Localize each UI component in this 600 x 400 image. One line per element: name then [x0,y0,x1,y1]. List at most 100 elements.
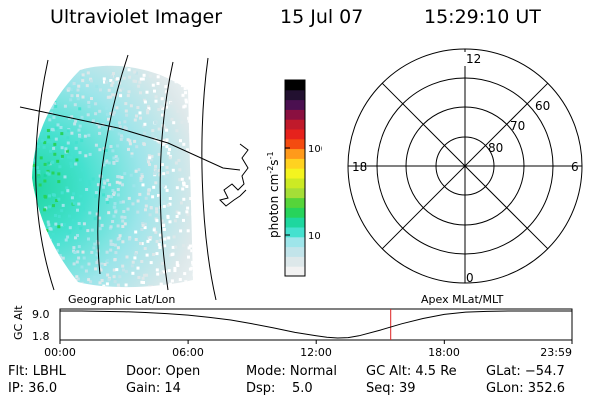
colorbar-swatch [285,129,305,140]
speckle [79,178,82,182]
speckle [117,255,121,259]
speckle [46,107,50,111]
speckle [54,126,58,130]
speckle [60,132,64,136]
speckle [146,109,150,112]
speckle [84,154,88,158]
info-glat: GLat: −54.7 [486,364,565,379]
speckle [96,183,100,187]
speckle [109,248,113,252]
speckle [78,107,82,111]
speckle [162,288,165,291]
speckle [114,251,118,255]
speckle [32,94,36,98]
speckle [124,109,128,113]
geo-meridian-1 [35,59,55,291]
speckle [43,179,47,183]
speckle [196,129,199,132]
speckle [184,98,188,102]
speckle [157,152,161,156]
speckle [74,62,77,65]
speckle [143,98,147,102]
speckle [80,168,84,172]
speckle [126,207,130,211]
speckle [52,93,56,97]
speckle [172,235,176,239]
speckle [32,134,36,138]
speckle [38,66,42,70]
speckle [168,202,172,206]
speckle [156,272,160,276]
speckle [56,159,60,163]
speckle [172,67,176,71]
speckle [140,173,144,176]
speckle [51,171,55,175]
mlt-label-0: 0 [466,271,474,285]
speckle [88,182,92,186]
speckle [76,97,80,101]
speckle [73,103,77,107]
lat-label-60: 60 [535,99,550,113]
speckle [98,281,102,285]
speckle [183,104,187,108]
speckle [197,67,200,70]
speckle [32,200,36,204]
speckle [111,81,115,85]
speckle [89,77,93,81]
speckle [168,220,172,224]
speckle [182,197,186,201]
speckle [60,223,64,227]
speckle [127,68,131,72]
speckle [42,237,46,241]
speckle [50,101,54,105]
timeline-y-axis-label: GC Alt [12,305,25,340]
speckle [180,120,184,124]
speckle [169,98,173,102]
speckle [134,79,138,83]
speckle [98,109,102,113]
speckle [189,197,193,200]
speckle [77,202,81,206]
speckle [29,285,32,288]
speckle [121,225,125,228]
speckle [84,66,88,70]
speckle [56,67,60,71]
speckle [46,129,50,132]
speckle [170,117,174,121]
speckle [149,236,153,239]
speckle [42,97,46,101]
speckle [190,244,193,248]
colorbar-swatch [285,148,305,159]
speckle [139,91,142,95]
speckle [191,212,193,216]
speckle [188,244,192,248]
speckle [37,70,41,74]
speckle [166,203,170,207]
speckle [175,215,179,218]
speckle [72,65,76,68]
speckle [67,230,71,234]
speckle [57,197,61,201]
speckle [192,138,193,142]
speckle [35,88,39,92]
speckle [60,154,64,158]
speckle [95,261,99,265]
speckle [63,175,67,179]
speckle [55,65,58,67]
speckle [113,280,117,284]
speckle [147,105,150,109]
speckle [56,123,60,127]
speckle [152,185,156,189]
speckle [54,280,58,284]
speckle [139,242,143,245]
speckle [74,162,78,166]
speckle [53,72,57,76]
info-ip: IP: 36.0 [8,381,58,396]
speckle [134,230,138,234]
speckle [146,239,150,243]
speckle [82,256,86,260]
speckle [92,246,96,250]
speckle [142,73,146,77]
speckle [67,87,71,91]
speckle [107,127,111,131]
